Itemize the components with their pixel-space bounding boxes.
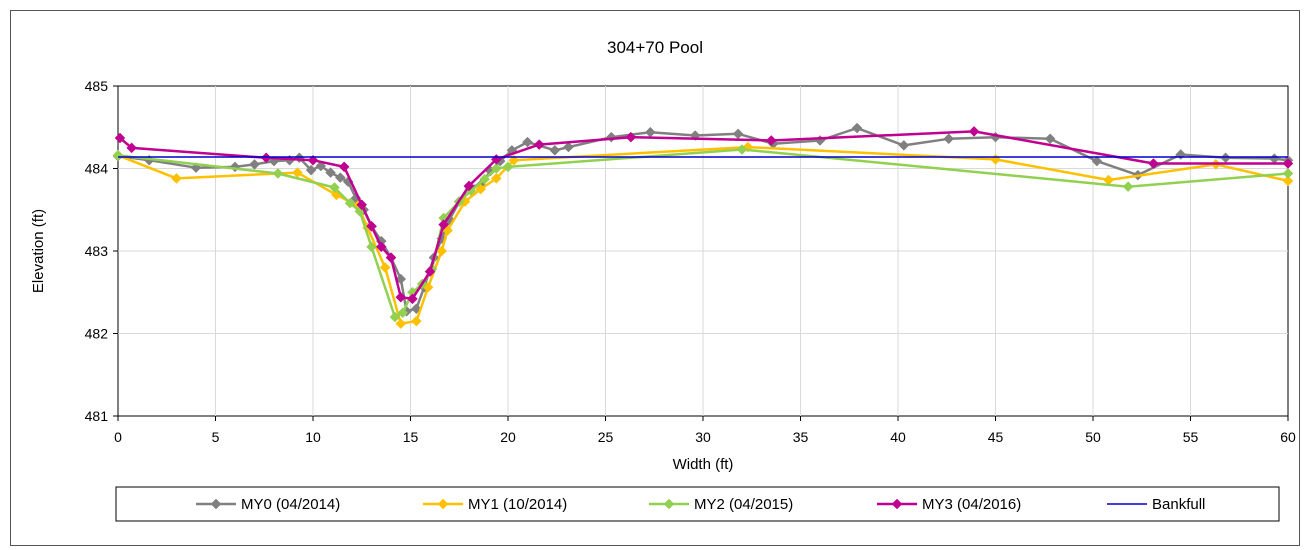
legend-label: MY3 (04/2016) bbox=[922, 496, 1021, 513]
data-point bbox=[410, 315, 422, 327]
x-tick-label: 15 bbox=[403, 429, 419, 445]
x-tick-label: 25 bbox=[598, 429, 614, 445]
x-tick-label: 10 bbox=[305, 429, 321, 445]
data-point bbox=[114, 132, 126, 144]
data-point bbox=[424, 266, 436, 277]
y-tick-label: 484 bbox=[85, 161, 109, 177]
data-point bbox=[126, 142, 138, 154]
data-point bbox=[395, 291, 407, 303]
data-point bbox=[249, 159, 260, 170]
y-axis-title: Elevation (ft) bbox=[30, 209, 47, 293]
data-point bbox=[968, 126, 980, 137]
legend-item-my0-04-2014: MY0 (04/2014) bbox=[196, 496, 340, 513]
data-point bbox=[375, 241, 387, 253]
y-tick-label: 483 bbox=[85, 243, 109, 259]
data-point bbox=[395, 273, 407, 285]
data-point bbox=[344, 197, 356, 209]
data-point bbox=[490, 173, 502, 184]
x-tick-label: 40 bbox=[890, 429, 906, 445]
data-point bbox=[490, 163, 502, 174]
data-point bbox=[1091, 155, 1103, 167]
data-point bbox=[898, 140, 910, 151]
x-tick-label: 30 bbox=[695, 429, 711, 445]
data-point bbox=[1122, 181, 1134, 193]
data-point bbox=[272, 168, 284, 179]
data-point bbox=[171, 173, 182, 184]
legend-item-my2-04-2015: MY2 (04/2015) bbox=[649, 496, 793, 513]
x-tick-label: 35 bbox=[793, 429, 809, 445]
data-point bbox=[397, 307, 409, 319]
legend-marker bbox=[891, 498, 903, 510]
data-point bbox=[438, 219, 450, 230]
y-tick-label: 485 bbox=[85, 78, 109, 94]
data-point bbox=[379, 262, 391, 273]
data-point bbox=[533, 139, 545, 150]
data-point bbox=[389, 311, 401, 323]
legend-items: MY0 (04/2014) MY1 (10/2014) MY2 (04/2015) M… bbox=[196, 496, 1205, 513]
legend-marker bbox=[437, 498, 449, 510]
legend-item-my3-04-2016: MY3 (04/2016) bbox=[877, 496, 1021, 513]
data-point bbox=[325, 167, 336, 178]
data-point bbox=[356, 199, 368, 211]
data-point bbox=[522, 136, 533, 148]
data-point bbox=[736, 144, 748, 155]
y-tick-label: 481 bbox=[85, 408, 109, 424]
data-point bbox=[305, 164, 317, 176]
x-tick-label: 45 bbox=[988, 429, 1004, 445]
data-point bbox=[334, 172, 346, 183]
chart-svg: 304+70 Pool 0 5 10 15 20 25 30 35 40 45 50 55 60 481… bbox=[30, 38, 1296, 522]
y-tick-label: 482 bbox=[85, 326, 109, 342]
data-point bbox=[260, 152, 272, 164]
y-axis-ticks: 481 482 483 484 485 bbox=[85, 78, 118, 424]
data-point bbox=[625, 131, 637, 143]
data-point bbox=[1282, 175, 1294, 187]
x-axis-ticks: 0 5 10 15 20 25 30 35 40 45 50 55 60 bbox=[114, 416, 1296, 445]
series-my2-04-2015 bbox=[112, 144, 1294, 323]
data-point bbox=[1282, 168, 1294, 179]
data-point bbox=[463, 180, 475, 192]
data-point bbox=[851, 122, 863, 134]
data-point bbox=[366, 241, 377, 253]
legend-item-my1-10-2014: MY1 (10/2014) bbox=[423, 496, 567, 513]
x-tick-label: 60 bbox=[1280, 429, 1296, 445]
data-point bbox=[436, 245, 448, 257]
legend-item-bankfull: Bankfull bbox=[1107, 496, 1205, 513]
data-point bbox=[475, 183, 487, 195]
data-point bbox=[1282, 158, 1294, 169]
data-point bbox=[1148, 158, 1159, 169]
data-point bbox=[329, 182, 340, 193]
legend-label: Bankfull bbox=[1152, 496, 1205, 513]
data-point bbox=[943, 133, 955, 145]
data-point bbox=[549, 144, 561, 156]
data-point bbox=[563, 141, 574, 153]
series-layer bbox=[112, 122, 1294, 329]
x-tick-label: 0 bbox=[114, 429, 122, 445]
data-point bbox=[502, 161, 514, 173]
legend bbox=[115, 486, 1280, 522]
data-point bbox=[385, 252, 397, 263]
data-point bbox=[338, 161, 350, 173]
x-tick-label: 55 bbox=[1183, 429, 1199, 445]
legend-label: MY0 (04/2014) bbox=[241, 496, 340, 513]
legend-label: MY1 (10/2014) bbox=[468, 496, 567, 513]
x-tick-label: 20 bbox=[500, 429, 516, 445]
x-tick-label: 50 bbox=[1085, 429, 1101, 445]
data-point bbox=[112, 149, 124, 161]
data-point bbox=[479, 173, 490, 185]
x-tick-label: 5 bbox=[212, 429, 220, 445]
chart-title: 304+70 Pool bbox=[607, 38, 703, 57]
data-point bbox=[366, 220, 377, 232]
legend-label: MY2 (04/2015) bbox=[694, 496, 793, 513]
data-point bbox=[407, 293, 418, 305]
legend-marker bbox=[663, 498, 675, 510]
data-point bbox=[395, 318, 407, 329]
x-axis-title: Width (ft) bbox=[673, 456, 734, 473]
legend-marker bbox=[210, 498, 222, 510]
data-point bbox=[765, 135, 777, 146]
chart-frame: 304+70 Pool 0 5 10 15 20 25 30 35 40 45 50 55 60 481… bbox=[10, 10, 1300, 546]
